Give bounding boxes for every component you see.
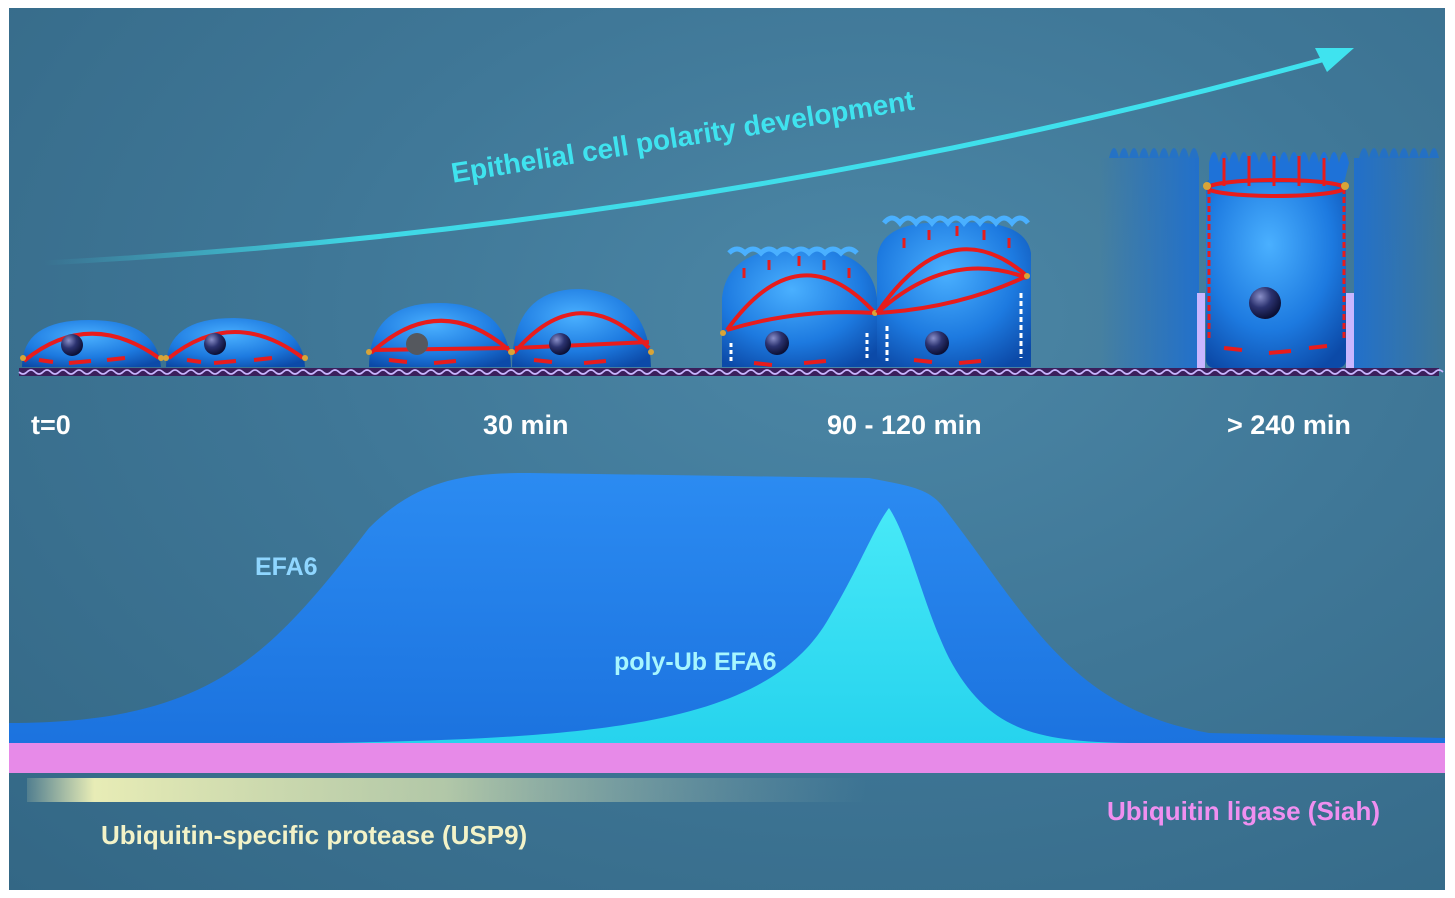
cell-icon <box>509 289 654 367</box>
nucleus-icon <box>549 333 571 355</box>
poly-ub-area <box>329 508 1129 743</box>
time-label-90-120min: 90 - 120 min <box>827 410 982 440</box>
poly-ub-efa6-label: poly-Ub EFA6 <box>614 648 777 676</box>
efa6-label: EFA6 <box>255 553 318 581</box>
cell-icon <box>875 215 1031 367</box>
diagram-canvas: Epithelial cell polarity development t=0… <box>9 8 1445 890</box>
cell-icon <box>720 246 878 367</box>
protease-gradient-bar <box>27 778 867 802</box>
cell-icon <box>163 318 308 367</box>
time-label-30min: 30 min <box>483 410 569 440</box>
efa6-area <box>9 473 1445 743</box>
diagram-graphics <box>9 48 1445 802</box>
cell-icon <box>1203 152 1354 368</box>
cell-icon <box>1099 148 1205 368</box>
ligase-label: Ubiquitin ligase (Siah) <box>1107 796 1381 826</box>
cell-icon <box>20 320 164 367</box>
cell-icon <box>1354 148 1445 368</box>
nucleus-icon <box>61 334 83 356</box>
protease-label: Ubiquitin-specific protease (USP9) <box>101 820 528 850</box>
nucleus-icon <box>765 331 789 355</box>
nucleus-icon <box>204 333 226 355</box>
ligase-bar <box>9 743 1445 773</box>
nucleus-icon <box>406 333 428 355</box>
nucleus-icon <box>1249 287 1281 319</box>
nucleus-icon <box>925 331 949 355</box>
substrate-icon <box>18 368 1444 376</box>
time-label-240min: > 240 min <box>1227 410 1351 440</box>
time-label-t0: t=0 <box>31 410 71 440</box>
progress-arrow-icon <box>43 48 1354 266</box>
cell-icon <box>366 303 514 367</box>
